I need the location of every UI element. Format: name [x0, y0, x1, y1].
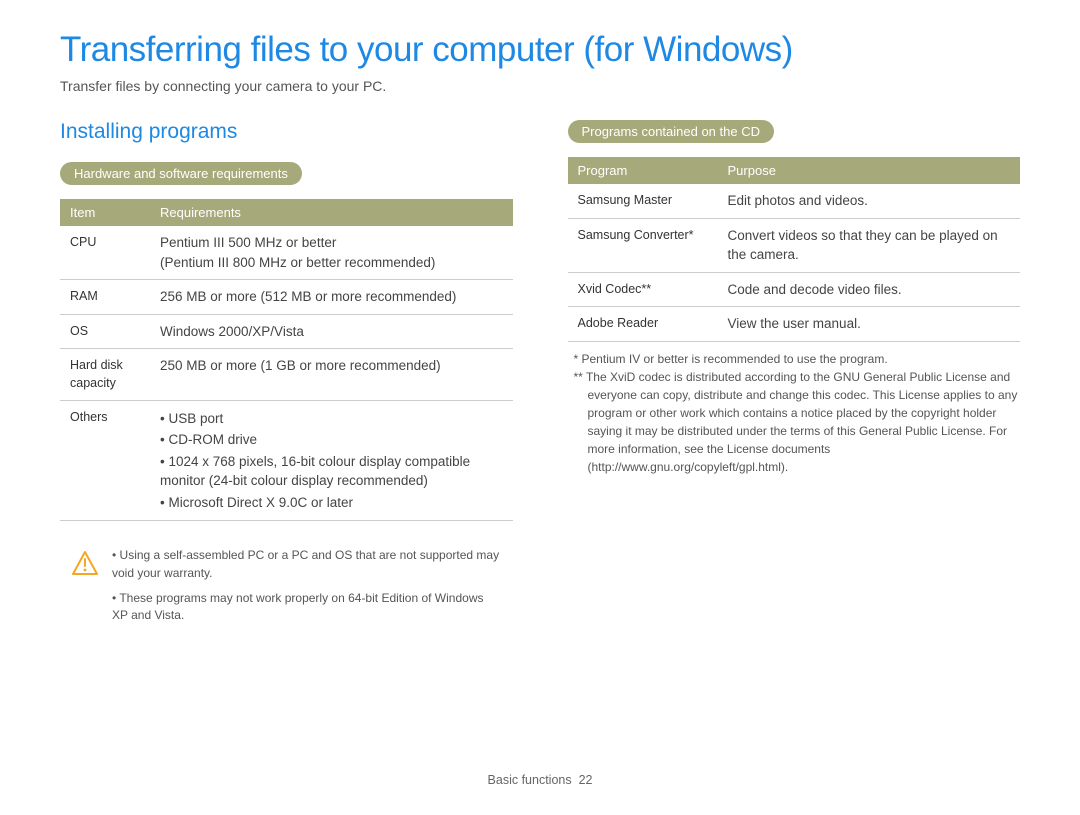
th-requirements: Requirements: [150, 199, 513, 226]
page-title: Transferring files to your computer (for…: [60, 30, 1020, 70]
cell-program: Samsung Master: [568, 184, 718, 218]
bullet-item: USB port: [160, 408, 503, 430]
content-columns: Installing programs Hardware and softwar…: [60, 120, 1020, 633]
bullet-item: Microsoft Direct X 9.0C or later: [160, 492, 503, 514]
pill-hw-sw-requirements: Hardware and software requirements: [60, 162, 302, 185]
footnotes: * Pentium IV or better is recommended to…: [568, 350, 1021, 476]
programs-table: Program Purpose Samsung Master Edit phot…: [568, 157, 1021, 342]
cell-req: Windows 2000/XP/Vista: [150, 314, 513, 349]
cell-item: Hard disk capacity: [60, 349, 150, 400]
footnote-1: * Pentium IV or better is recommended to…: [574, 350, 1021, 368]
cell-req: USB port CD-ROM drive 1024 x 768 pixels,…: [150, 400, 513, 521]
bullet-item: CD-ROM drive: [160, 429, 503, 451]
cell-program: Adobe Reader: [568, 307, 718, 342]
footnote-2: ** The XviD codec is distributed accordi…: [574, 368, 1021, 476]
page-subtitle: Transfer files by connecting your camera…: [60, 78, 1020, 94]
cell-item: OS: [60, 314, 150, 349]
table-row: OS Windows 2000/XP/Vista: [60, 314, 513, 349]
th-purpose: Purpose: [718, 157, 1021, 184]
table-row: RAM 256 MB or more (512 MB or more recom…: [60, 280, 513, 315]
th-item: Item: [60, 199, 150, 226]
footer-page-number: 22: [579, 773, 593, 787]
table-row: Xvid Codec** Code and decode video files…: [568, 272, 1021, 307]
left-column: Installing programs Hardware and softwar…: [60, 120, 513, 633]
table-row: Samsung Converter* Convert videos so tha…: [568, 218, 1021, 272]
footer-section: Basic functions: [488, 773, 572, 787]
cell-purpose: Convert videos so that they can be playe…: [718, 218, 1021, 272]
right-column: Programs contained on the CD Program Pur…: [568, 120, 1021, 633]
caution-item: Using a self-assembled PC or a PC and OS…: [112, 547, 501, 582]
cell-purpose: Edit photos and videos.: [718, 184, 1021, 218]
cell-program: Samsung Converter*: [568, 218, 718, 272]
requirements-table: Item Requirements CPU Pentium III 500 MH…: [60, 199, 513, 521]
cell-purpose: View the user manual.: [718, 307, 1021, 342]
cell-item: CPU: [60, 226, 150, 280]
table-row: CPU Pentium III 500 MHz or better (Penti…: [60, 226, 513, 280]
caution-icon: [72, 551, 98, 633]
cell-req: Pentium III 500 MHz or better (Pentium I…: [150, 226, 513, 280]
page-footer: Basic functions 22: [0, 773, 1080, 787]
bullet-item: 1024 x 768 pixels, 16-bit colour display…: [160, 451, 503, 492]
caution-box: Using a self-assembled PC or a PC and OS…: [60, 547, 513, 633]
cell-item: RAM: [60, 280, 150, 315]
caution-item: These programs may not work properly on …: [112, 590, 501, 625]
cell-purpose: Code and decode video files.: [718, 272, 1021, 307]
cell-item: Others: [60, 400, 150, 521]
table-row: Hard disk capacity 250 MB or more (1 GB …: [60, 349, 513, 400]
table-row: Samsung Master Edit photos and videos.: [568, 184, 1021, 218]
section-heading-installing: Installing programs: [60, 120, 513, 144]
table-row: Adobe Reader View the user manual.: [568, 307, 1021, 342]
cell-program: Xvid Codec**: [568, 272, 718, 307]
pill-programs-cd: Programs contained on the CD: [568, 120, 774, 143]
cell-req: 250 MB or more (1 GB or more recommended…: [150, 349, 513, 400]
table-row: Others USB port CD-ROM drive 1024 x 768 …: [60, 400, 513, 521]
th-program: Program: [568, 157, 718, 184]
cell-req: 256 MB or more (512 MB or more recommend…: [150, 280, 513, 315]
